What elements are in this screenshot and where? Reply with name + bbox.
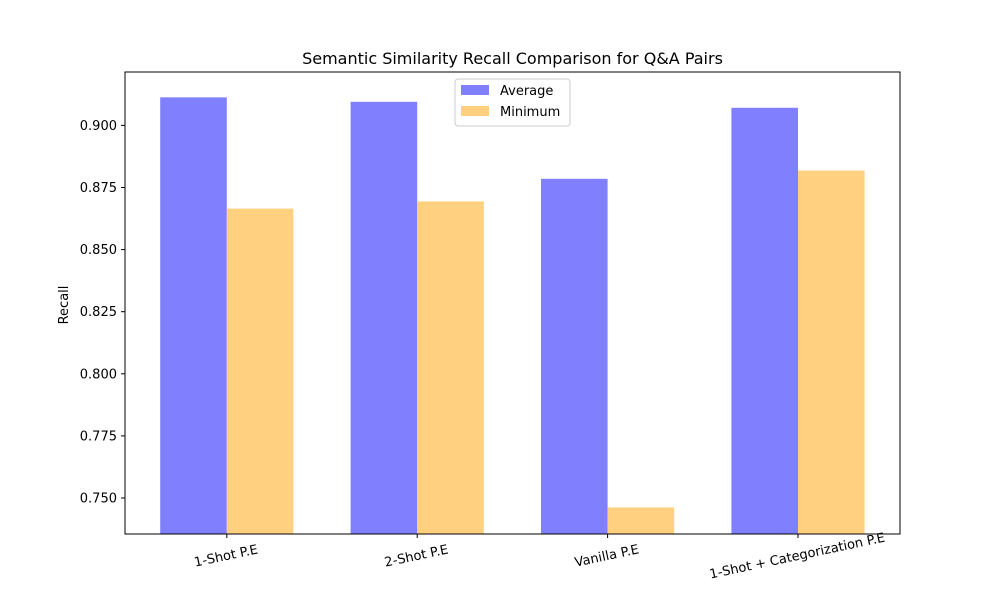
plot-frame: [124, 71, 901, 535]
bars-layer: [160, 97, 865, 535]
y-tick-label: 0.825: [80, 305, 117, 320]
legend-label-minimum: Minimum: [500, 105, 560, 120]
bar-average-vanilla-p-e: [541, 178, 608, 534]
bar-minimum-1-shot-p-e: [226, 208, 294, 534]
y-tick-label: 0.800: [80, 367, 117, 382]
bar-minimum-vanilla-p-e: [607, 507, 675, 534]
y-tick-label: 0.900: [80, 119, 117, 134]
bar-average-1-shot-p-e: [160, 97, 227, 535]
y-tick-label: 0.875: [80, 181, 117, 196]
y-tick-label: 0.775: [80, 429, 117, 444]
legend-label-average: Average: [500, 84, 553, 99]
bar-minimum-1-shot-categorization-p-e: [798, 170, 865, 534]
legend-swatch-average: [461, 85, 489, 95]
legend-swatch-minimum: [461, 106, 489, 116]
legend: Average Minimum: [454, 78, 571, 127]
bar-average-1-shot-categorization-p-e: [731, 107, 798, 535]
y-tick-label: 0.750: [80, 491, 117, 506]
y-axis-label: Recall: [57, 286, 72, 325]
bar-minimum-2-shot-p-e: [417, 201, 484, 535]
y-tick-label: 0.850: [80, 243, 117, 258]
y-axis: 0.750 0.775 0.800 0.825 0.850 0.875 0.900: [80, 119, 125, 506]
chart-title: Semantic Similarity Recall Comparison fo…: [302, 49, 723, 68]
bar-average-2-shot-p-e: [350, 101, 418, 534]
